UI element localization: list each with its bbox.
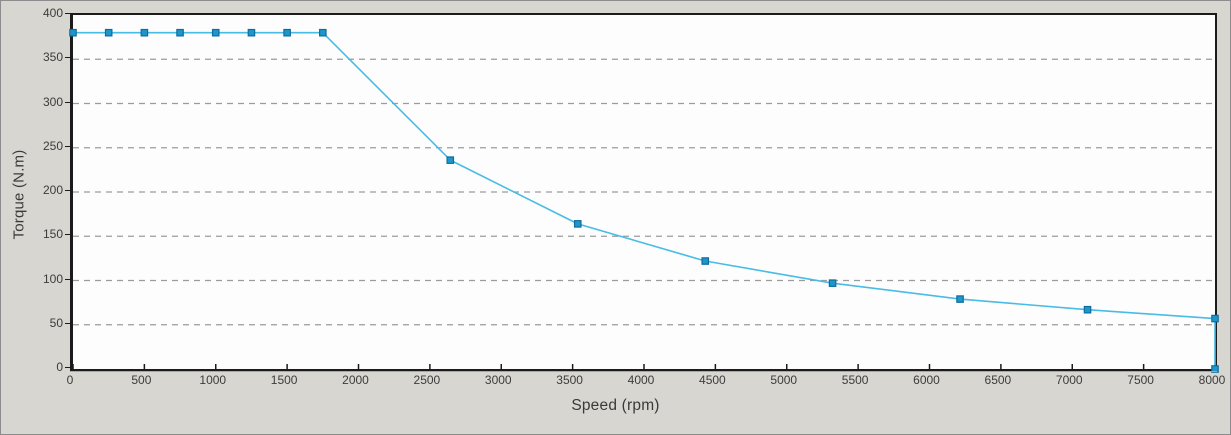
- x-tick-label-1500: 1500: [270, 373, 298, 387]
- data-point-marker: [319, 28, 327, 37]
- x-tick-label-4500: 4500: [699, 373, 726, 387]
- data-point-marker: [701, 257, 710, 265]
- data-point-marker: [176, 28, 184, 37]
- data-point-marker: [247, 28, 256, 37]
- data-point-marker: [140, 28, 149, 37]
- x-tick-label-2000: 2000: [342, 373, 369, 387]
- data-point-marker: [1211, 365, 1219, 373]
- y-tick-label-150: 150: [42, 227, 63, 242]
- x-tick-label-4000: 4000: [627, 373, 655, 387]
- x-axis-title: Speed (rpm): [571, 397, 660, 414]
- y-tick-label-400: 400: [42, 6, 63, 20]
- x-tick-label-7000: 7000: [1055, 373, 1083, 387]
- y-tick-label-350: 350: [42, 50, 63, 65]
- torque-speed-curve-line: [73, 31, 1216, 369]
- data-point-marker: [1211, 314, 1219, 323]
- data-point-marker: [956, 295, 964, 303]
- data-point-marker: [1083, 305, 1092, 314]
- data-point-marker: [211, 28, 220, 37]
- torque-curve-svg: [69, 28, 1219, 373]
- y-tick-label-0: 0: [56, 360, 63, 374]
- x-tick-label-500: 500: [131, 373, 152, 387]
- y-tick-mark-150: [65, 234, 71, 236]
- data-point-marker: [446, 156, 455, 164]
- plot-area: [69, 13, 1219, 373]
- x-tick-label-2500: 2500: [413, 373, 441, 387]
- y-tick-mark-100: [65, 278, 71, 280]
- data-point-marker: [573, 220, 582, 228]
- y-tick-label-300: 300: [42, 94, 63, 109]
- y-tick-mark-400: [65, 13, 71, 14]
- x-tick-label-8000: 8000: [1198, 373, 1226, 387]
- x-tick-label-5500: 5500: [841, 373, 869, 387]
- axis-shadow-line: [70, 371, 1217, 372]
- y-tick-label-200: 200: [42, 183, 63, 197]
- x-tick-label-7500: 7500: [1127, 373, 1154, 387]
- x-tick-label-3000: 3000: [484, 373, 512, 387]
- y-tick-label-100: 100: [42, 271, 63, 286]
- data-point-marker: [283, 28, 291, 37]
- x-tick-label-5000: 5000: [770, 373, 798, 387]
- x-tick-label-1000: 1000: [199, 373, 227, 387]
- data-point-marker: [69, 28, 77, 37]
- x-tick-label-0: 0: [66, 373, 74, 387]
- y-tick-mark-0: [65, 367, 71, 368]
- x-tick-label-6500: 6500: [984, 373, 1012, 387]
- data-point-marker: [828, 279, 837, 287]
- data-point-marker: [104, 28, 113, 37]
- y-tick-mark-350: [65, 57, 71, 59]
- y-tick-mark-300: [65, 101, 71, 103]
- y-tick-label-250: 250: [42, 138, 63, 153]
- y-tick-mark-200: [65, 190, 71, 191]
- x-tick-label-3500: 3500: [556, 373, 583, 387]
- y-tick-mark-250: [65, 145, 71, 147]
- y-tick-label-50: 50: [49, 315, 63, 330]
- y-tick-mark-50: [65, 322, 71, 324]
- x-tick-label-6000: 6000: [913, 373, 940, 387]
